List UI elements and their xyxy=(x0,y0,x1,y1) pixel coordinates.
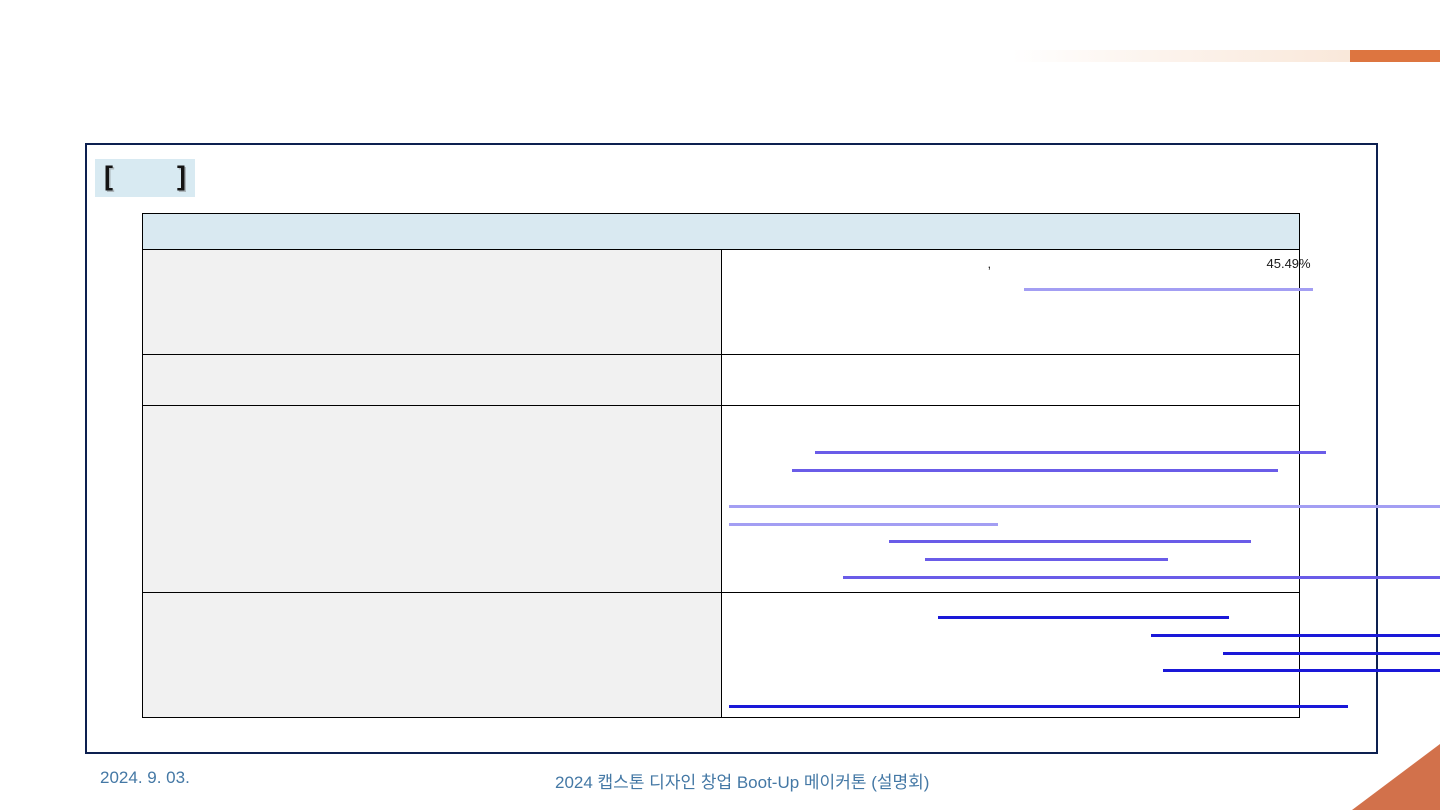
table-row-1: , 45.49% xyxy=(142,249,1313,355)
hyperlink-underline[interactable] xyxy=(814,451,1326,454)
hyperlink-underline[interactable] xyxy=(888,540,1251,543)
hyperlink-underline[interactable] xyxy=(728,505,1440,508)
footer-title: 2024 캡스톤 디자인 창업 Boot-Up 메이커톤 (설명회) xyxy=(555,773,930,792)
hyperlink-underline[interactable] xyxy=(728,705,1348,708)
row1-content-cell: , 45.49% xyxy=(720,249,1313,355)
accent-bar-solid xyxy=(1350,50,1440,62)
footer-date: 2024. 9. 03. xyxy=(100,768,190,787)
row1-comma-text: , xyxy=(987,256,992,271)
bracket-close: ] xyxy=(177,160,186,191)
hyperlink-underline[interactable] xyxy=(1150,634,1440,637)
hyperlink-underline[interactable] xyxy=(1023,288,1313,291)
row4-content-cell xyxy=(720,592,1440,718)
row4-label-cell xyxy=(142,592,722,718)
info-table: , 45.49% xyxy=(142,213,1440,718)
section-title-badge: [ ] xyxy=(95,159,195,197)
hyperlink-underline[interactable] xyxy=(924,558,1168,561)
row3-content-cell xyxy=(720,405,1440,593)
row2-label-cell xyxy=(142,354,722,406)
table-row-2 xyxy=(142,354,1300,406)
hyperlink-underline[interactable] xyxy=(791,469,1278,472)
hyperlink-underline[interactable] xyxy=(937,616,1229,619)
table-header-row xyxy=(142,213,1300,250)
hyperlink-underline[interactable] xyxy=(842,576,1440,579)
row3-label-cell xyxy=(142,405,722,593)
slide-content-frame xyxy=(85,143,1378,754)
bracket-open: [ xyxy=(104,160,113,191)
hyperlink-underline[interactable] xyxy=(728,523,998,526)
table-row-4 xyxy=(142,592,1440,718)
table-header-cell xyxy=(142,213,1300,250)
row2-content-cell xyxy=(720,354,1300,406)
accent-bar-gradient xyxy=(1012,50,1350,62)
row1-label-cell xyxy=(142,249,722,355)
hyperlink-underline[interactable] xyxy=(1222,652,1440,655)
hyperlink-underline[interactable] xyxy=(1162,669,1440,672)
row1-percent-value: 45.49% xyxy=(1266,256,1311,271)
table-row-3 xyxy=(142,405,1440,593)
